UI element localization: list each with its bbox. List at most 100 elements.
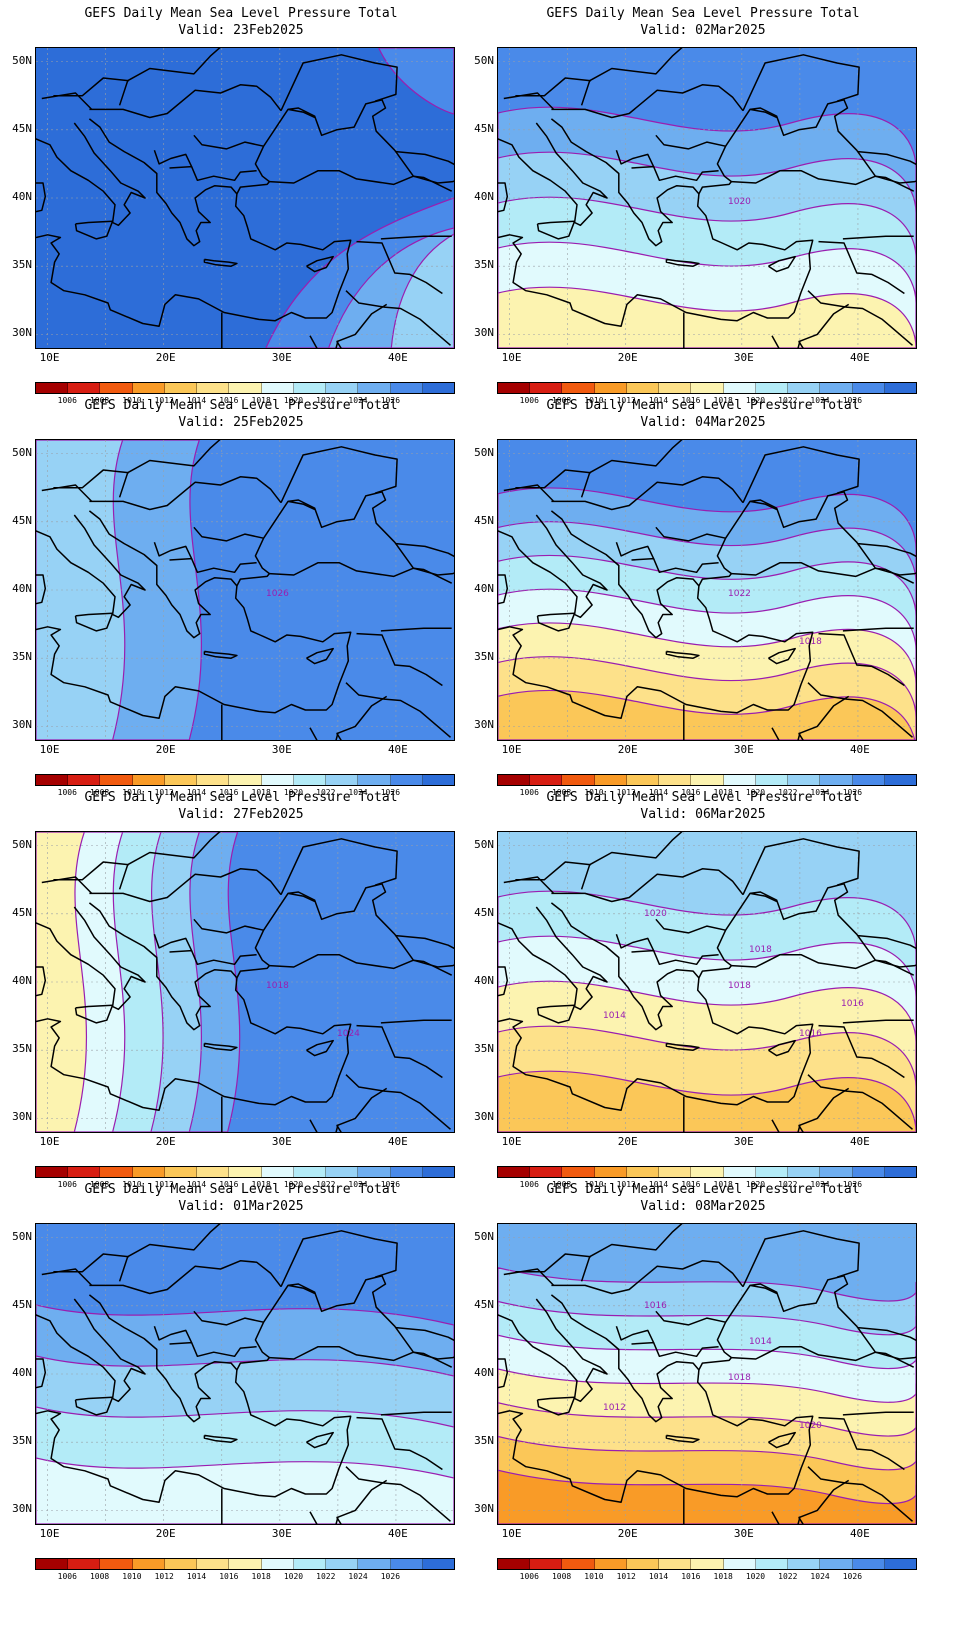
- coastline: [580, 1224, 683, 1282]
- colorbar: [35, 382, 455, 394]
- colorbar-swatch: [100, 383, 133, 393]
- lat-tick-label: 35N: [474, 1042, 494, 1056]
- colorbar-swatch: [852, 1559, 885, 1569]
- lon-tick-label: 10E: [39, 743, 60, 756]
- coastline: [498, 906, 608, 1011]
- colorbar-swatch: [755, 775, 789, 785]
- colorbar-tick-label: 1018: [713, 1180, 733, 1189]
- coastline: [280, 54, 398, 112]
- panel-valid-date: Valid: 08Mar2025: [640, 1199, 766, 1214]
- coastline: [875, 175, 916, 184]
- colorbar-swatch: [852, 383, 885, 393]
- lat-tick-label: 45N: [474, 905, 494, 919]
- colorbar-tick-label: 1006: [57, 788, 77, 797]
- coastline: [306, 1039, 334, 1057]
- coastline: [842, 1019, 914, 1024]
- pressure-band: [36, 1457, 454, 1524]
- coastline: [498, 585, 814, 719]
- colorbar-swatch: [788, 383, 821, 393]
- map-area: 1018 1020 1016 1014 1012: [497, 1223, 917, 1525]
- coastline: [395, 150, 454, 166]
- colorbar-swatch: [562, 1559, 595, 1569]
- coastline: [742, 838, 860, 896]
- coastline: [515, 77, 591, 97]
- coastline: [153, 934, 193, 951]
- lat-tick-label: 50N: [12, 445, 32, 459]
- coastline: [280, 1230, 398, 1288]
- colorbar: [35, 774, 455, 786]
- lat-tick-label: 45N: [474, 1297, 494, 1311]
- coastline: [380, 235, 452, 240]
- coastline: [515, 1253, 591, 1273]
- colorbar-swatch: [197, 383, 230, 393]
- coastline: [749, 892, 778, 903]
- colorbar-tick-label: 1024: [810, 396, 830, 405]
- colorbar-swatch: [691, 775, 724, 785]
- colorbar-swatch: [229, 1167, 262, 1177]
- coastline: [536, 220, 576, 240]
- colorbar-tick-label: 1018: [251, 396, 271, 405]
- coastline: [306, 255, 334, 273]
- colorbar-tick-label: 1014: [186, 396, 207, 405]
- colorbar-tick-label: 1016: [219, 1572, 239, 1581]
- colorbar-tick-label: 1010: [584, 1180, 604, 1189]
- colorbar-swatch: [100, 775, 133, 785]
- coastlines: [36, 440, 454, 740]
- coastline: [842, 235, 914, 240]
- colorbar-swatch: [358, 775, 391, 785]
- map-area: 1018 1024: [35, 831, 455, 1133]
- colorbar-swatch: [326, 775, 359, 785]
- coastline: [89, 868, 282, 903]
- map-svg: [36, 1224, 454, 1524]
- colorbar-swatch: [626, 383, 660, 393]
- pressure-band: [498, 1469, 916, 1524]
- coastline: [857, 150, 916, 166]
- coastline: [799, 1087, 850, 1126]
- colorbar-swatch: [326, 1167, 359, 1177]
- coastline: [306, 647, 334, 665]
- map-svg: 1026: [36, 440, 454, 740]
- colorbar: [497, 1166, 917, 1178]
- colorbar-swatch: [36, 775, 69, 785]
- lat-tick-label: 40N: [474, 582, 494, 595]
- colorbar-tick-label: 1012: [616, 396, 636, 405]
- colorbar-tick-label: 1006: [57, 1180, 77, 1189]
- coastline: [380, 1019, 452, 1024]
- lon-tick-label: 10E: [501, 743, 522, 756]
- colorbar-tick-label: 1006: [519, 1180, 539, 1189]
- coastline: [53, 469, 129, 489]
- panel-valid-date: Valid: 27Feb2025: [178, 807, 304, 822]
- colorbar-tick-label: 1022: [316, 1180, 336, 1189]
- colorbar-tick-label: 1008: [551, 396, 572, 405]
- coastline: [118, 48, 221, 106]
- coastline: [515, 861, 591, 881]
- colorbar-swatch: [562, 383, 595, 393]
- colorbar-tick-label: 1014: [186, 1180, 207, 1189]
- colorbar-tick-label: 1024: [348, 788, 368, 797]
- coastline: [413, 567, 454, 576]
- colorbar-tick-label: 1026: [380, 396, 401, 405]
- colorbar-swatch: [626, 775, 660, 785]
- colorbar-tick-label: 1006: [57, 396, 77, 405]
- coastline: [36, 1298, 146, 1403]
- coastline: [503, 876, 555, 894]
- colorbar-swatch: [884, 383, 917, 393]
- coastline: [287, 108, 316, 119]
- contour-label: 1016: [841, 999, 864, 1009]
- pressure-band: [378, 48, 454, 115]
- lat-tick-label: 40N: [12, 582, 32, 595]
- coastline: [550, 883, 877, 1031]
- lat-tick-label: 35N: [474, 258, 494, 272]
- coastline: [818, 632, 905, 687]
- colorbar-tick-label: 1020: [745, 396, 766, 405]
- colorbar-tick-label: 1024: [810, 788, 830, 797]
- coastline: [89, 476, 282, 511]
- coastline: [731, 561, 915, 584]
- coastlines: [36, 1224, 454, 1524]
- coastline: [269, 561, 453, 584]
- coastline: [749, 1284, 778, 1295]
- colorbar-tick-label: 1016: [681, 788, 701, 797]
- contour-label: 1014: [749, 1337, 772, 1347]
- coastline: [742, 54, 860, 112]
- colorbar-tick-label: 1010: [122, 788, 142, 797]
